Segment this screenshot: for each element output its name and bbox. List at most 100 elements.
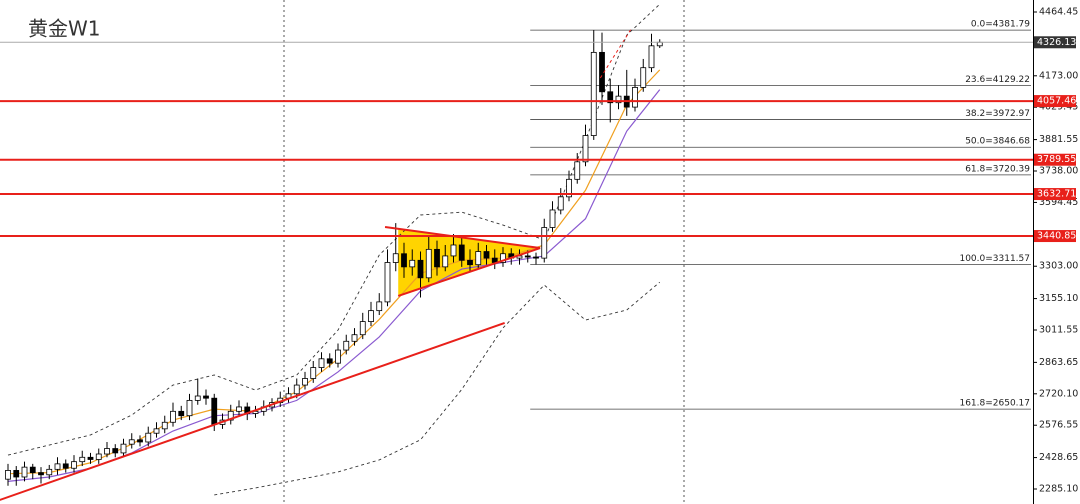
- candle-body: [434, 248, 440, 268]
- y-tick-label: 3881.55: [1039, 134, 1078, 145]
- y-tick-label: 2863.65: [1039, 357, 1078, 368]
- candle-body: [590, 51, 597, 136]
- candle-body: [236, 406, 242, 412]
- candle-body: [161, 421, 168, 430]
- candle-body: [640, 67, 647, 88]
- candle-body: [87, 456, 94, 460]
- candle-body: [38, 472, 44, 476]
- candle-body: [203, 395, 209, 399]
- candle-body: [318, 358, 325, 368]
- candle-body: [368, 310, 374, 322]
- candle-body: [343, 340, 350, 351]
- candle-body: [137, 439, 143, 443]
- indicator-line: [7, 3, 661, 456]
- candle-body: [186, 399, 193, 417]
- fib-label: 161.8=2650.17: [959, 399, 1030, 409]
- y-tick-label: 2576.55: [1039, 420, 1078, 431]
- fib-label: 61.8=3720.39: [965, 164, 1030, 174]
- price-level-box: [1034, 188, 1076, 201]
- candle-body: [425, 248, 432, 279]
- candle-body: [648, 45, 655, 69]
- candle-body: [112, 448, 119, 454]
- candle-body: [401, 253, 407, 268]
- candle-body: [62, 463, 69, 469]
- candle-body: [211, 397, 218, 425]
- candle-body: [533, 256, 539, 259]
- candle-body: [46, 468, 53, 476]
- candle-body: [302, 378, 308, 386]
- candle-body: [120, 443, 127, 454]
- candle-body: [13, 470, 20, 478]
- candle-body: [310, 367, 317, 379]
- y-tick-label: 2720.10: [1039, 388, 1078, 399]
- candle-body: [71, 461, 77, 469]
- y-tick-label: 4464.45: [1039, 7, 1078, 18]
- candle-body: [467, 259, 473, 266]
- candle-body: [392, 253, 399, 263]
- candle-body: [524, 255, 531, 258]
- fib-label: 38.2=3972.97: [965, 109, 1030, 119]
- candle-body: [351, 334, 358, 342]
- candle-body: [607, 91, 614, 104]
- fib-label: 23.6=4129.22: [965, 75, 1030, 85]
- y-tick-label: 4173.00: [1039, 70, 1078, 81]
- candle-body: [54, 463, 61, 470]
- candle-body: [450, 244, 457, 257]
- candle-body: [384, 262, 391, 303]
- candle-body: [5, 470, 11, 480]
- y-tick-label: 3011.55: [1039, 325, 1078, 336]
- y-tick-label: 3303.00: [1039, 261, 1078, 272]
- fib-label: 0.0=4381.79: [971, 20, 1030, 30]
- candle-body: [194, 395, 201, 401]
- price-level-label: 3789.55: [1037, 154, 1076, 165]
- candle-body: [409, 259, 416, 268]
- candle-body: [632, 86, 638, 108]
- trendline: [384, 226, 541, 250]
- candle-body: [170, 410, 176, 423]
- candle-body: [79, 456, 86, 463]
- candle-body: [442, 255, 449, 268]
- candle-body: [153, 428, 160, 434]
- candle-body: [293, 384, 300, 395]
- fib-label: 100.0=3311.57: [959, 254, 1030, 264]
- price-level-label: 4057.46: [1037, 96, 1076, 107]
- candle-body: [656, 41, 663, 47]
- candle-body: [500, 253, 506, 263]
- candle-body: [541, 227, 548, 259]
- price-level-box: [1034, 153, 1076, 166]
- y-tick-label: 2428.65: [1039, 452, 1078, 463]
- candle-body: [359, 321, 366, 336]
- candle-body: [566, 178, 572, 198]
- candle-body: [227, 410, 234, 421]
- candle-body: [21, 466, 28, 478]
- candle-body: [29, 466, 36, 474]
- price-level-label: 3632.71: [1037, 189, 1076, 200]
- candle-body: [145, 432, 152, 443]
- indicator-line: [7, 69, 661, 475]
- candle-body: [458, 244, 465, 261]
- price-level-box: [1034, 95, 1076, 108]
- candle-body: [95, 453, 102, 460]
- current-price-label: 4326.13: [1037, 37, 1076, 48]
- y-tick-label: 3594.45: [1039, 197, 1078, 208]
- candle-body: [376, 301, 383, 312]
- trendline: [397, 247, 541, 297]
- fib-label: 50.0=3846.68: [965, 137, 1030, 147]
- indicator-line: [7, 89, 661, 482]
- candle-body: [549, 209, 556, 228]
- y-tick-label: 4029.45: [1039, 102, 1078, 113]
- y-tick-label: 3738.00: [1039, 166, 1078, 177]
- price-level-box: [1034, 230, 1076, 243]
- candle-body: [128, 439, 135, 445]
- candle-body: [417, 259, 424, 279]
- candle-body: [178, 410, 185, 417]
- candle-body: [483, 251, 490, 259]
- candle-body: [557, 196, 564, 211]
- trendline: [599, 27, 633, 79]
- y-tick-label: 3155.10: [1039, 293, 1078, 304]
- candle-body: [615, 95, 622, 104]
- candle-body: [104, 448, 110, 455]
- candle-body: [574, 161, 581, 180]
- candle-body: [326, 358, 333, 364]
